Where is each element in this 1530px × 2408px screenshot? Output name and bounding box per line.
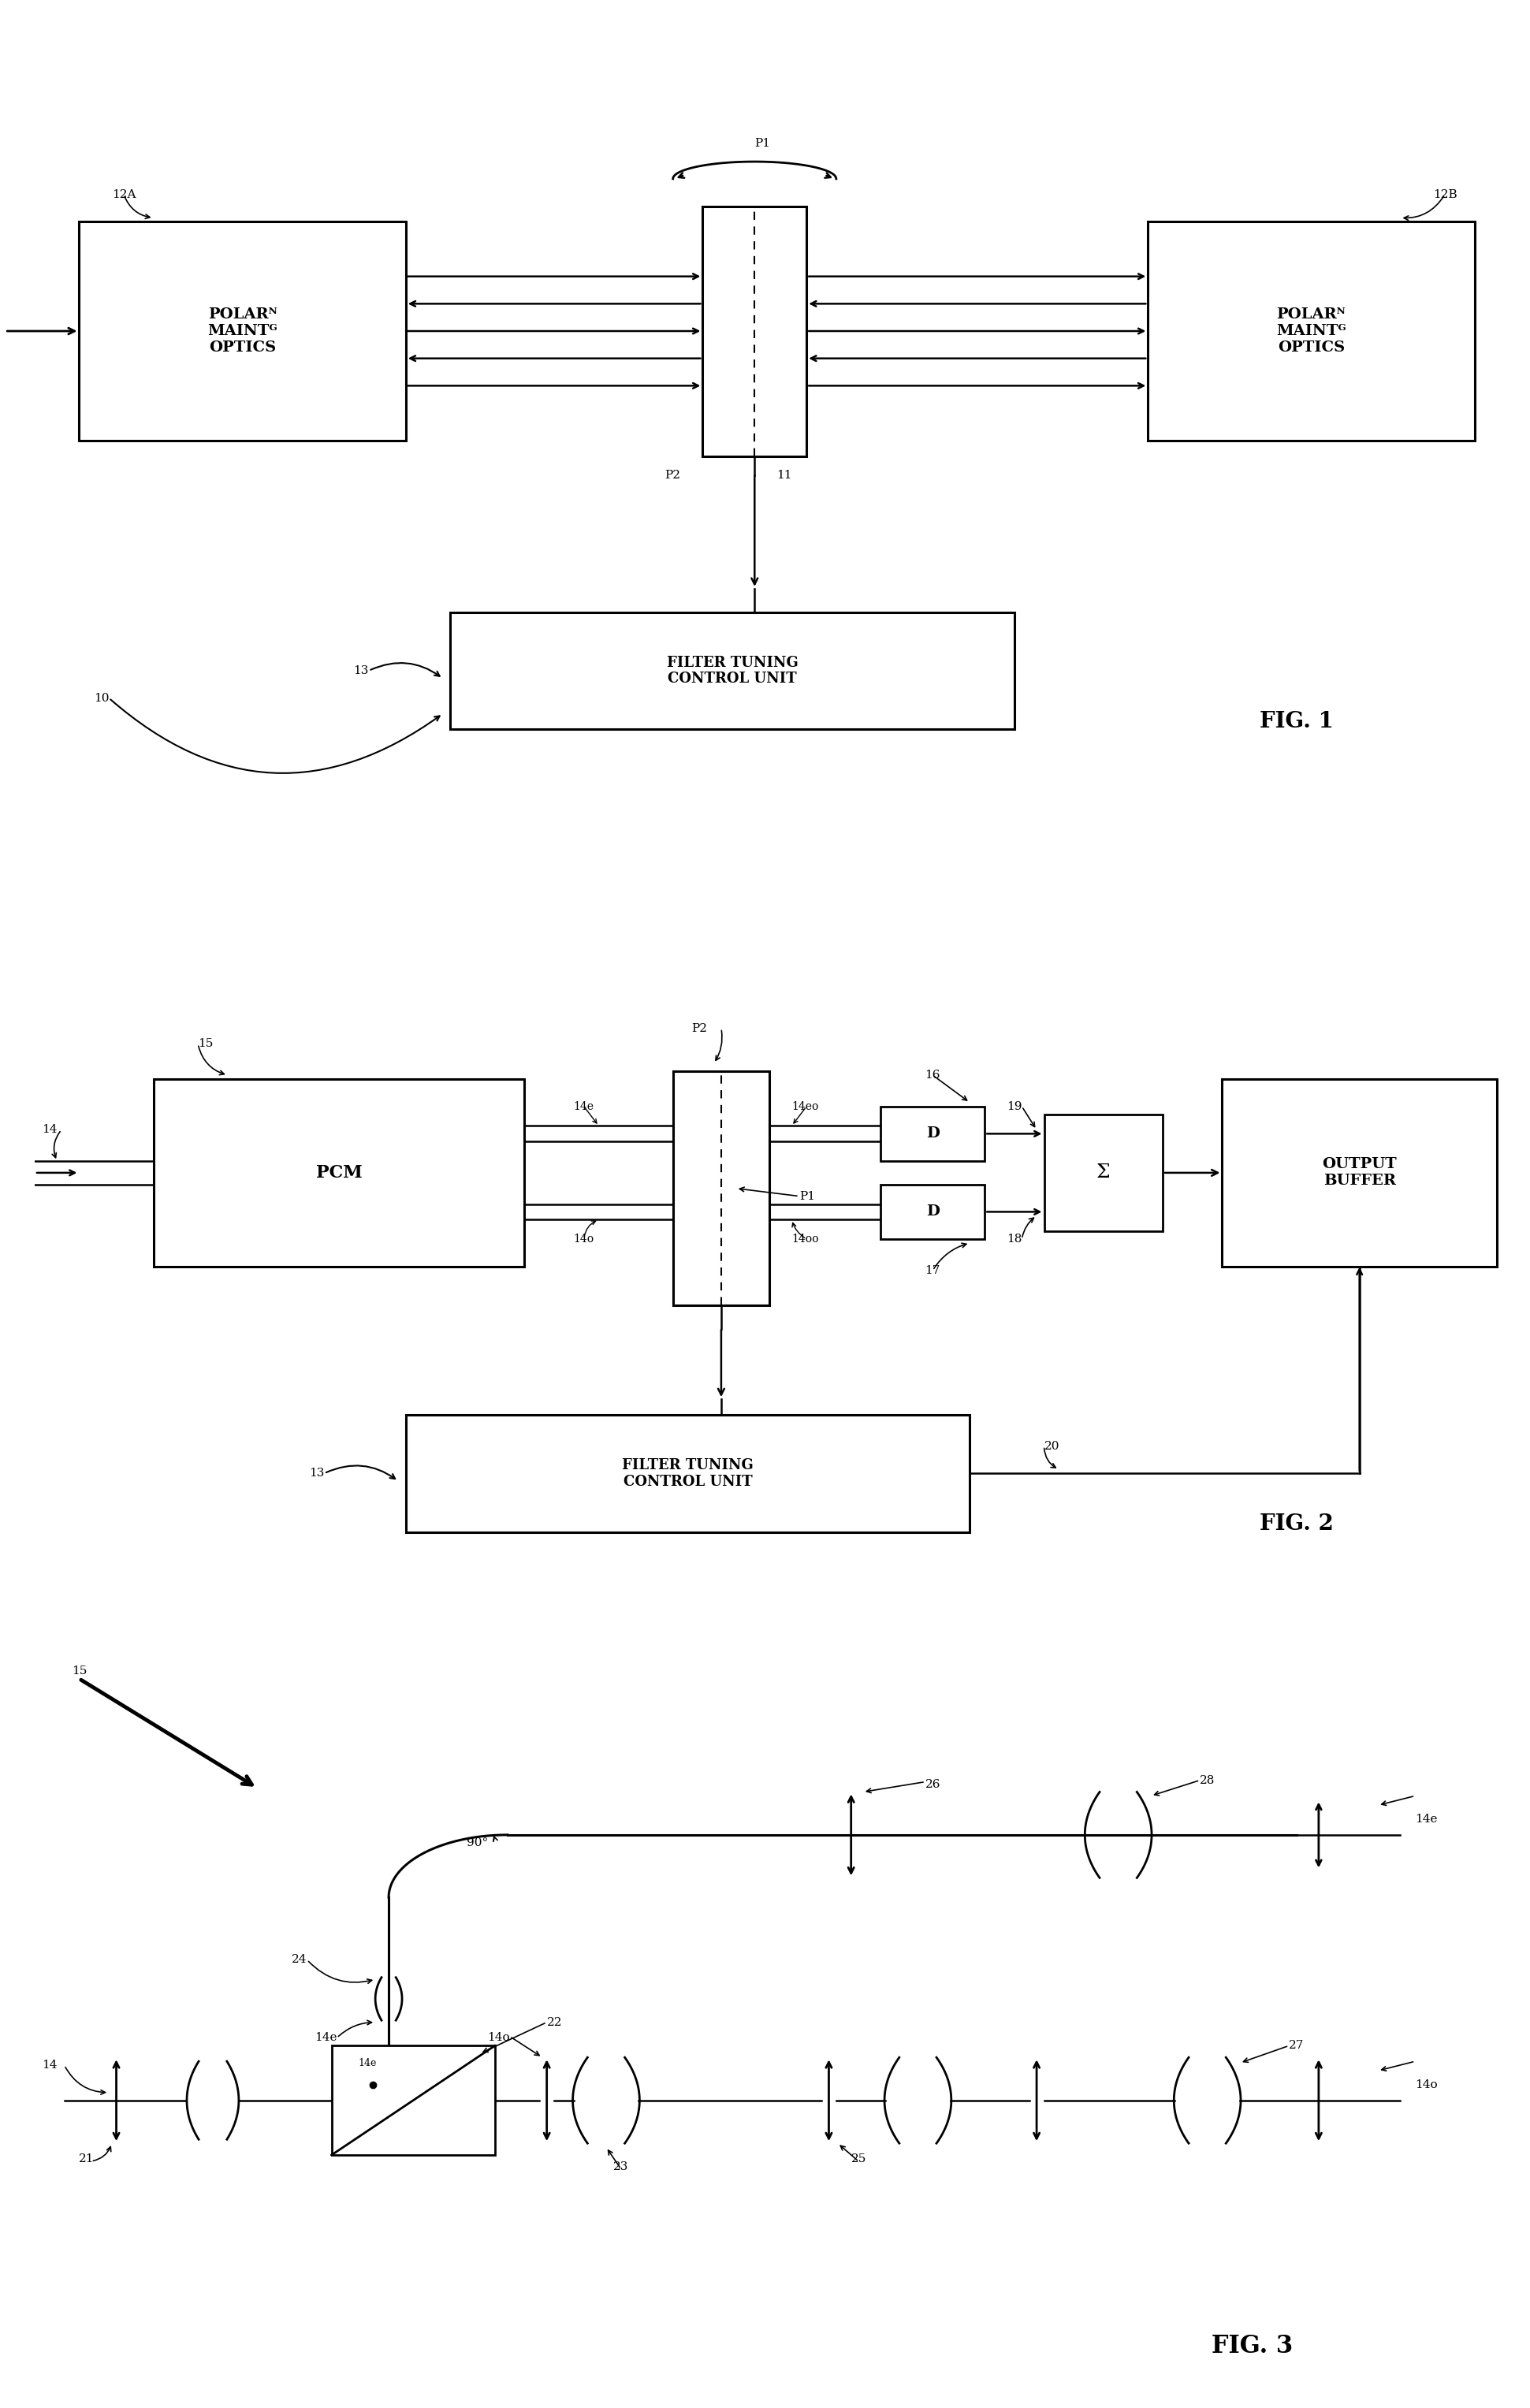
Text: 23: 23: [614, 2162, 629, 2172]
Text: 14e: 14e: [358, 2059, 376, 2068]
Text: 14e: 14e: [1415, 1813, 1438, 1825]
Text: 13: 13: [353, 665, 369, 677]
Text: 27: 27: [1288, 2040, 1304, 2052]
Text: 24: 24: [292, 1955, 308, 1965]
Text: 25: 25: [851, 2153, 866, 2165]
Text: 26: 26: [926, 1780, 941, 1789]
Text: 17: 17: [926, 1264, 941, 1276]
Text: FIG. 2: FIG. 2: [1259, 1515, 1333, 1534]
Bar: [1043, 1115, 1163, 1230]
Text: 12B: 12B: [1432, 188, 1457, 200]
Text: D: D: [926, 1127, 939, 1141]
Text: 10: 10: [93, 694, 109, 703]
Text: 14e: 14e: [574, 1100, 594, 1112]
Text: POLARᴺ
MAINTᴳ
OPTICS: POLARᴺ MAINTᴳ OPTICS: [1276, 308, 1346, 354]
Text: OUTPUT
BUFFER: OUTPUT BUFFER: [1322, 1158, 1397, 1187]
Text: 14o: 14o: [487, 2032, 509, 2044]
Bar: [450, 612, 1014, 730]
Text: 14: 14: [41, 2059, 57, 2071]
Text: 14eo: 14eo: [791, 1100, 819, 1112]
Bar: [673, 1072, 770, 1305]
Bar: [1148, 222, 1475, 441]
Text: FIG. 3: FIG. 3: [1212, 2333, 1293, 2357]
Bar: [332, 2047, 494, 2155]
Text: 14o: 14o: [574, 1233, 594, 1245]
Text: POLARᴺ
MAINTᴳ
OPTICS: POLARᴺ MAINTᴳ OPTICS: [208, 308, 277, 354]
Bar: [881, 1105, 985, 1161]
Text: 22: 22: [546, 2018, 562, 2028]
Text: FIG. 1: FIG. 1: [1259, 710, 1333, 732]
Text: 11: 11: [777, 470, 793, 482]
Text: 14o: 14o: [1415, 2078, 1438, 2090]
Bar: [405, 1416, 970, 1531]
Text: FILTER TUNING
CONTROL UNIT: FILTER TUNING CONTROL UNIT: [667, 655, 799, 686]
Bar: [1222, 1079, 1496, 1267]
Text: P1: P1: [754, 137, 770, 149]
Text: 16: 16: [926, 1069, 941, 1081]
Bar: [881, 1185, 985, 1240]
Text: P2: P2: [692, 1023, 707, 1033]
Text: 14oo: 14oo: [791, 1233, 819, 1245]
Text: 90°: 90°: [467, 1837, 488, 1849]
Text: PCM: PCM: [315, 1163, 363, 1182]
Text: 18: 18: [1007, 1233, 1022, 1245]
Text: 14: 14: [43, 1125, 58, 1134]
Text: 13: 13: [309, 1469, 324, 1479]
Text: FILTER TUNING
CONTROL UNIT: FILTER TUNING CONTROL UNIT: [623, 1459, 753, 1488]
Bar: [153, 1079, 525, 1267]
Bar: [80, 222, 405, 441]
Text: 20: 20: [1043, 1440, 1059, 1452]
Text: 28: 28: [1200, 1775, 1215, 1787]
Text: P1: P1: [799, 1190, 815, 1202]
Text: 15: 15: [197, 1038, 213, 1050]
Text: 19: 19: [1007, 1100, 1022, 1112]
Text: P2: P2: [664, 470, 681, 482]
Text: 12A: 12A: [112, 188, 136, 200]
Text: 21: 21: [80, 2153, 95, 2165]
Text: D: D: [926, 1204, 939, 1218]
Bar: [702, 207, 806, 455]
Text: Σ: Σ: [1097, 1163, 1111, 1182]
Text: 15: 15: [72, 1666, 87, 1676]
Text: 14e: 14e: [314, 2032, 337, 2044]
